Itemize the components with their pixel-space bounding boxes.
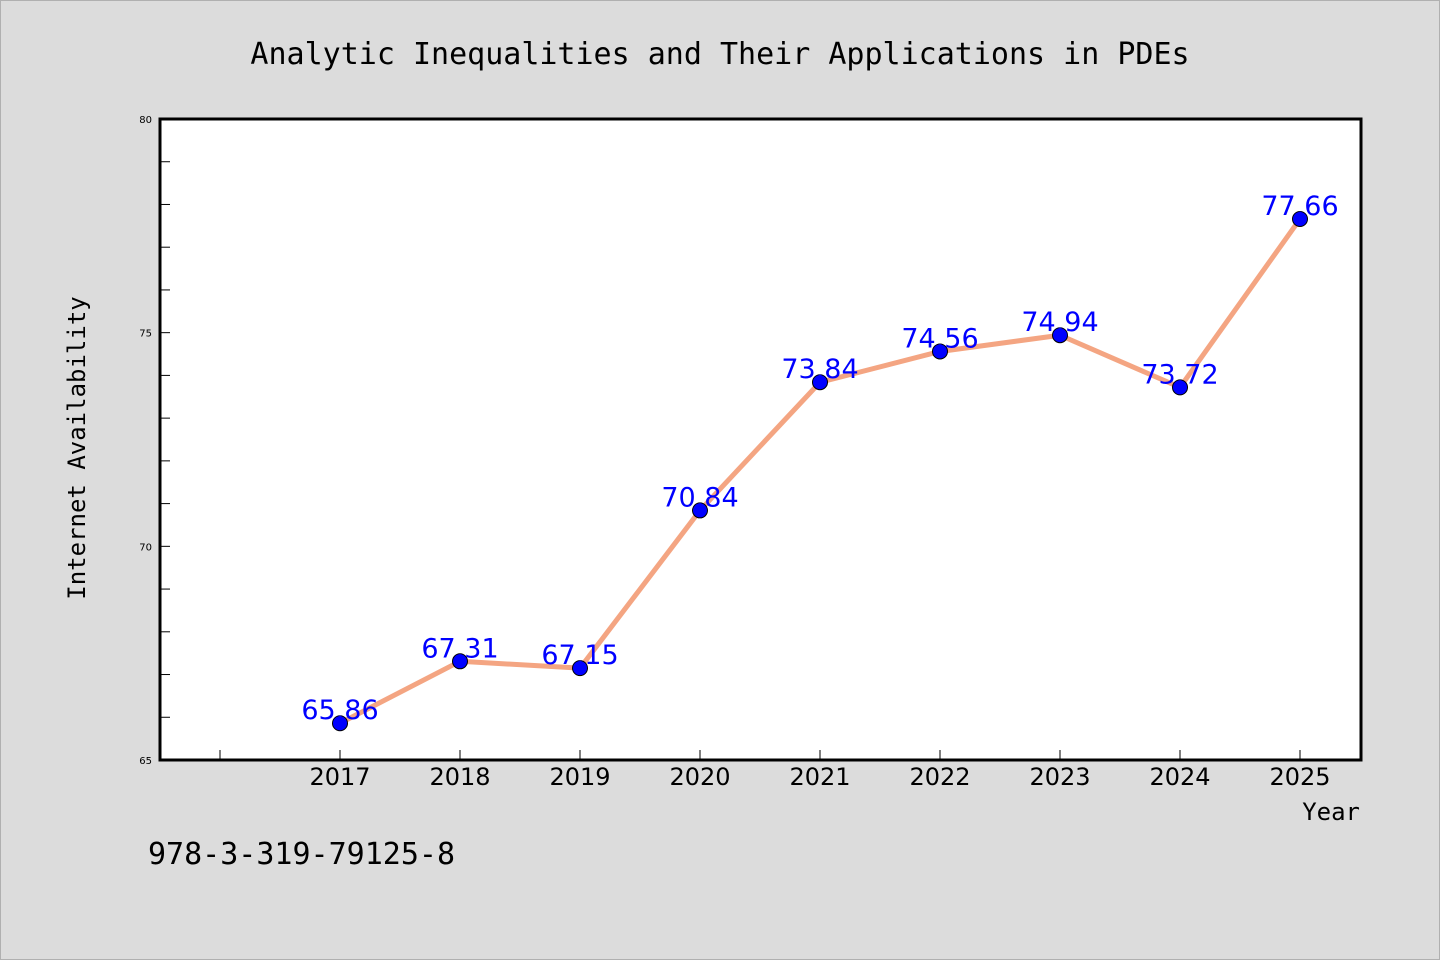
x-axis: 2017 2018 2019 2020 2021 2022 2023 2024 2025 [219,750,1331,791]
data-label: 77.66 [1261,191,1338,222]
data-point [1292,210,1308,227]
plot-area [158,117,1363,762]
x-tick-label: 2025 [1269,763,1330,791]
x-tick-label: 2019 [549,763,610,791]
x-tick-label: 2020 [669,763,730,791]
x-tick-label: 2023 [1029,763,1090,791]
x-tick-label: 2018 [429,763,490,791]
data-label: 70.84 [661,482,738,513]
y-axis: 65 70 75 80 [139,115,170,767]
data-point [932,343,948,360]
y-tick-label: 80 [139,115,152,126]
data-label: 67.15 [541,640,618,671]
x-tick-label: 2024 [1149,763,1210,791]
chart-title: Analytic Inequalities and Their Applicat… [250,37,1189,72]
x-tick-label: 2017 [309,763,370,791]
x-axis-label: Year [1302,798,1360,826]
data-label: 65.86 [301,695,378,726]
data-point [572,660,588,677]
data-label: 74.56 [901,323,978,354]
data-point [1052,327,1068,344]
series-layer: 65.86 67.31 67.15 70.84 73.84 74.56 74.94 73.72… [301,191,1339,732]
data-point [332,715,348,732]
y-axis-label: Internet Availability [63,296,91,599]
data-point [692,502,708,519]
data-label: 67.31 [421,633,498,664]
y-tick-label: 70 [139,542,152,553]
data-label: 74.94 [1021,307,1098,338]
data-point [452,653,468,670]
data-point [812,374,828,391]
x-tick-label: 2022 [909,763,970,791]
data-label: 73.84 [781,354,858,385]
x-tick-label: 2021 [789,763,850,791]
data-point [1172,379,1188,396]
y-tick-label: 75 [139,329,152,340]
y-tick-label: 65 [139,756,152,767]
data-label: 73.72 [1141,359,1218,390]
isbn-code: 978-3-319-79125-8 [148,837,455,872]
